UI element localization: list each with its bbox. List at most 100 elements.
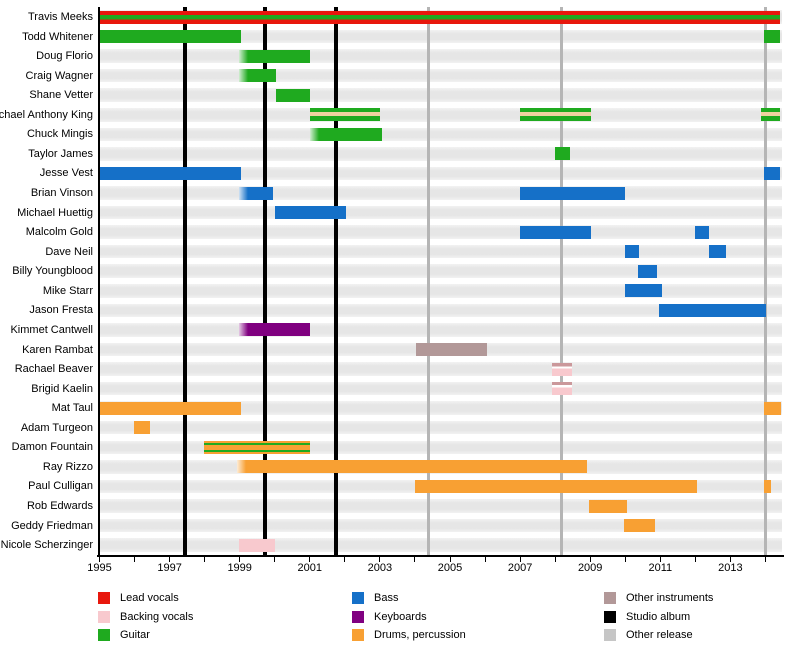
legend-label: Studio album <box>626 610 691 623</box>
member-label: Damon Fountain <box>11 441 93 454</box>
row-band <box>100 29 782 44</box>
bar-fade-in <box>238 49 248 63</box>
bar-fade-in <box>238 323 248 337</box>
member-label: Michael Huettig <box>17 206 93 219</box>
x-axis-tick <box>99 557 100 562</box>
member-label: Ray Rizzo <box>42 460 93 473</box>
timeline-bar <box>624 284 663 298</box>
row-band <box>100 205 782 220</box>
legend-swatch-keyboards <box>352 610 364 623</box>
member-label: Dave Neil <box>45 245 93 258</box>
x-axis-tick <box>344 557 346 562</box>
row-band <box>100 68 782 83</box>
x-axis-tick <box>554 557 556 562</box>
x-axis-tick-label: 2005 <box>437 562 463 574</box>
timeline-bar <box>99 30 242 44</box>
x-axis-tick-label: 2013 <box>718 562 743 574</box>
legend-label: Backing vocals <box>120 610 194 623</box>
timeline-bar <box>589 499 627 513</box>
x-axis-tick <box>169 557 171 562</box>
row-band <box>100 49 782 63</box>
bar-fade-in <box>309 127 319 141</box>
row-band <box>100 323 782 337</box>
timeline-bar <box>555 147 570 161</box>
timeline-bar <box>276 88 310 102</box>
member-label: Brigid Kaelin <box>31 382 93 395</box>
member-label: Mat Taul <box>51 402 93 415</box>
other-release-line <box>427 7 431 556</box>
legend-swatch-lead-vocals <box>98 592 110 604</box>
timeline-bar <box>99 401 242 415</box>
timeline-bar <box>274 206 346 220</box>
timeline-bar <box>760 108 781 122</box>
timeline-bar <box>238 186 273 200</box>
x-axis-tick <box>449 557 451 562</box>
legend-label: Bass <box>374 592 399 604</box>
legend-swatch-drums <box>352 629 364 642</box>
row-band <box>100 108 782 122</box>
member-label: Karen Rambat <box>22 343 93 356</box>
x-axis-tick <box>414 557 416 562</box>
row-band <box>100 401 782 415</box>
member-label: Mike Starr <box>42 284 93 297</box>
x-axis-tick <box>624 557 626 562</box>
member-label: Billy Youngblood <box>12 265 93 278</box>
member-label: Shane Vetter <box>29 89 93 102</box>
x-axis-tick <box>134 557 136 562</box>
x-axis-tick <box>274 557 276 562</box>
row-band <box>100 225 782 239</box>
member-label: Rob Edwards <box>26 500 93 512</box>
timeline-bar <box>551 362 572 376</box>
x-axis-tick <box>379 557 381 562</box>
timeline-bar <box>414 479 697 493</box>
legend-swatch-studio-album <box>604 610 616 623</box>
x-axis-tick <box>484 557 486 562</box>
bar-fade-in <box>238 186 248 200</box>
member-label: Brian Vinson <box>30 187 93 200</box>
timeline-bar <box>551 382 572 396</box>
row-band <box>100 88 782 102</box>
legend-label: Drums, percussion <box>374 629 466 642</box>
row-band <box>100 264 782 278</box>
timeline-bar <box>520 186 625 200</box>
other-release-line <box>559 7 563 556</box>
timeline-bar <box>99 166 242 180</box>
x-axis-tick-label: 2009 <box>577 562 603 574</box>
member-label: Craig Wagner <box>25 69 93 82</box>
member-label: Chuck Mingis <box>26 128 93 141</box>
member-label: Paul Culligan <box>28 480 93 493</box>
x-axis-tick <box>239 557 241 562</box>
legend-swatch-bass <box>352 592 364 604</box>
member-label: Travis Meeks <box>28 11 93 23</box>
row-band <box>100 420 782 435</box>
member-label: Geddy Friedman <box>11 519 93 532</box>
member-label: Todd Whitener <box>22 30 93 43</box>
row-band <box>100 284 782 298</box>
x-axis-tick <box>729 557 731 562</box>
timeline-bar <box>238 323 310 337</box>
member-label: Michael Anthony King <box>0 108 93 121</box>
timeline-bar <box>764 166 781 180</box>
x-axis-tick <box>519 557 521 562</box>
x-axis-tick <box>764 557 766 562</box>
legend-swatch-other-release <box>604 629 616 642</box>
timeline-bar <box>764 401 781 415</box>
timeline-bar <box>709 245 726 259</box>
row-band <box>100 362 782 376</box>
member-label: Jason Fresta <box>29 304 93 317</box>
x-axis-tick-label: 2007 <box>507 562 533 574</box>
timeline-bar <box>416 343 488 357</box>
member-label: Jesse Vest <box>39 167 93 180</box>
x-axis-line <box>97 555 784 557</box>
timeline-bar <box>238 69 277 83</box>
legend-swatch-backing-vocals <box>98 610 110 623</box>
bar-fade-in <box>236 460 246 474</box>
other-release-line <box>763 7 767 556</box>
bar-fade-in <box>238 69 248 83</box>
timeline-bar <box>309 108 380 122</box>
member-label: Kimmet Cantwell <box>10 323 93 336</box>
timeline-bar <box>99 10 781 24</box>
legend-swatch-other-instruments <box>604 592 616 604</box>
x-axis-tick-label: 1997 <box>157 562 182 574</box>
